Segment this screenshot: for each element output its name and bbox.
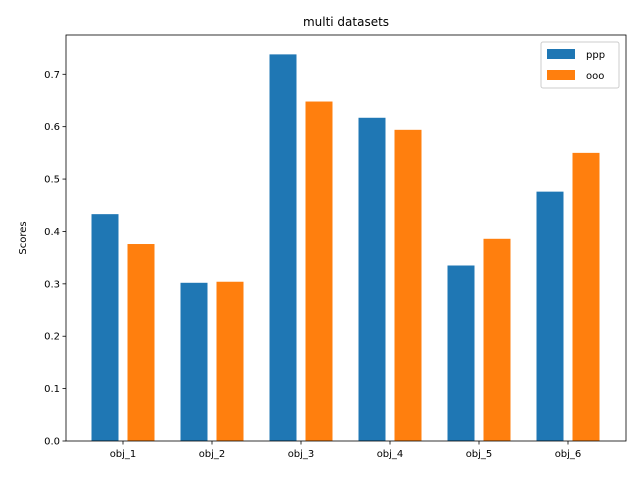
legend-box [540,41,620,89]
bar-ooo-obj_3 [305,101,333,441]
x-tick-label: obj_6 [555,449,582,460]
legend-swatch-ppp [547,49,575,59]
bar-ppp-obj_2 [180,282,208,441]
bar-ppp-obj_5 [447,265,475,441]
x-tick-label: obj_5 [466,449,493,460]
bar-ppp-obj_4 [358,117,386,442]
bar-ooo-obj_6 [572,152,600,441]
legend: ppp ooo [540,41,620,89]
y-tick-label: 0.7 [44,70,60,81]
bar-ooo-obj_2 [216,281,244,441]
y-tick-label: 0.2 [44,332,60,343]
x-tick-label: obj_1 [110,449,137,460]
y-tick-label: 0.0 [44,437,60,448]
plot-frame [65,34,627,442]
chart-title: multi datasets [303,15,389,29]
y-tick-label: 0.4 [44,227,60,238]
bar-ooo-obj_4 [394,129,422,441]
y-tick-label: 0.5 [44,175,60,186]
y-tick-label: 0.1 [44,384,60,395]
x-tick-label: obj_2 [199,449,226,460]
y-tick-label: 0.6 [44,122,60,133]
y-axis: 0.0 0.1 0.2 0.3 0.4 0.5 0.6 0.7 [44,70,66,448]
legend-label-ooo: ooo [586,71,604,82]
legend-swatch-ooo [547,70,575,80]
bar-ppp-obj_1 [91,214,119,441]
x-tick-label: obj_3 [288,449,315,460]
x-axis: obj_1 obj_2 obj_3 obj_4 obj_5 obj_6 [110,441,582,460]
y-tick-label: 0.3 [44,279,60,290]
legend-label-ppp: ppp [586,50,605,61]
y-axis-label: Scores [18,221,29,254]
bar-ppp-obj_6 [536,191,564,441]
bars-group [91,54,600,442]
bar-ooo-obj_1 [127,244,155,441]
x-tick-label: obj_4 [377,449,404,460]
bar-ooo-obj_5 [483,238,511,441]
bar-ppp-obj_3 [269,54,297,441]
